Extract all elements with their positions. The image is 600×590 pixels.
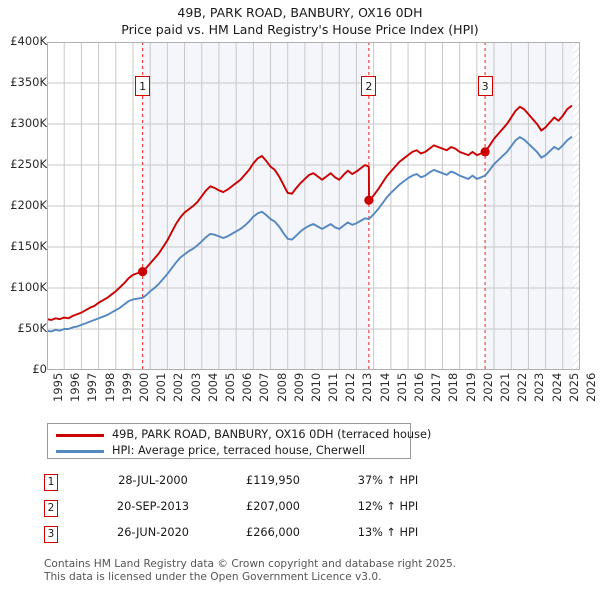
x-axis-tick-label: 2026 — [584, 372, 598, 402]
page-title: 49B, PARK ROAD, BANBURY, OX16 0DH — [177, 5, 423, 20]
x-axis-tick-label: 2015 — [394, 372, 409, 402]
footer-licence: This data is licensed under the Open Gov… — [44, 570, 382, 583]
x-axis-tick-label: 1995 — [51, 372, 65, 402]
legend-item-price-paid: 49B, PARK ROAD, BANBURY, OX16 0DH (terra… — [48, 426, 431, 444]
sale-point-markers — [137, 147, 490, 277]
row-index-badge: 3 — [44, 526, 58, 543]
x-axis-tick-label: 2025 — [566, 372, 581, 402]
sale-date: 20-SEP-2013 — [116, 500, 190, 513]
x-axis-tick-label: 2022 — [515, 372, 530, 402]
x-axis-tick-label: 2007 — [257, 372, 272, 402]
sale-price: £119,950 — [246, 474, 300, 487]
y-axis-tick-label: £200K — [10, 198, 47, 212]
x-axis-tick-label: 2002 — [171, 372, 186, 402]
x-axis-tick-label: 2009 — [291, 372, 306, 402]
x-axis-tick-label: 2001 — [154, 372, 169, 402]
sale-price: £207,000 — [246, 500, 300, 513]
x-axis-tick-label: 2011 — [326, 372, 341, 402]
x-axis-tick-label: 2003 — [188, 372, 203, 402]
x-axis-tick-label: 2021 — [498, 372, 513, 402]
x-axis-tick-label: 2004 — [205, 372, 220, 402]
x-axis-tick-label: 2023 — [532, 372, 547, 402]
legend-swatch-price-paid — [56, 434, 104, 437]
sale-point-marker[interactable] — [364, 195, 374, 205]
x-axis-tick-label: 1996 — [68, 372, 83, 402]
footer-attribution: Contains HM Land Registry data © Crown c… — [44, 558, 584, 583]
sale-date: 26-JUN-2020 — [117, 526, 189, 539]
x-axis-tick-label: 2020 — [480, 372, 495, 402]
x-axis-tick-label: 2010 — [308, 372, 323, 402]
legend-label-hpi: HPI: Average price, terraced house, Cher… — [112, 444, 365, 457]
sale-price: £266,000 — [246, 526, 300, 539]
hpi-delta: 12% ↑ HPI — [357, 500, 419, 513]
sale-flag[interactable]: 1 — [135, 76, 151, 96]
chart-legend: 49B, PARK ROAD, BANBURY, OX16 0DH (terra… — [47, 423, 431, 460]
legend-item-hpi: HPI: Average price, terraced house, Cher… — [48, 442, 410, 460]
table-row[interactable]: 1 28-JUL-2000 £119,950 37% ↑ HPI — [44, 472, 464, 498]
legend-swatch-hpi — [56, 450, 104, 453]
chart-svg — [47, 42, 580, 370]
transactions-table: 1 28-JUL-2000 £119,950 37% ↑ HPI 2 20-SE… — [44, 472, 464, 550]
footer-copyright: Contains HM Land Registry data © Crown c… — [44, 558, 457, 570]
y-axis-tick-label: £50K — [17, 321, 48, 335]
page-subtitle: Price paid vs. HM Land Registry's House … — [121, 22, 479, 37]
sale-marker-lines — [141, 42, 486, 370]
table-row[interactable]: 2 20-SEP-2013 £207,000 12% ↑ HPI — [44, 498, 464, 524]
hpi-delta: 13% ↑ HPI — [357, 526, 419, 539]
y-axis-tick-label: £0 — [32, 362, 47, 376]
sale-flag[interactable]: 3 — [477, 76, 493, 96]
x-axis-tick-label: 2012 — [343, 372, 358, 402]
x-axis-tick-label: 2006 — [240, 372, 255, 402]
x-axis-tick-label: 2017 — [429, 372, 444, 402]
sale-point-marker[interactable] — [480, 147, 490, 157]
y-axis-tick-label: £250K — [10, 157, 47, 171]
x-axis-tick-label: 2008 — [274, 372, 289, 402]
sale-date: 28-JUL-2000 — [118, 474, 188, 487]
x-axis-tick-label: 1999 — [119, 372, 134, 402]
hpi-delta: 37% ↑ HPI — [357, 474, 419, 487]
plot-border — [47, 42, 580, 370]
x-axis-tick-label: 2000 — [136, 372, 151, 402]
sale-point-marker[interactable] — [137, 267, 148, 277]
y-axis-tick-label: £150K — [10, 239, 47, 253]
x-axis-tick-label: 2014 — [377, 372, 392, 402]
chart-plot-area — [47, 42, 580, 370]
y-axis-tick-label: £300K — [10, 116, 47, 130]
x-axis-tick-label: 1998 — [102, 372, 117, 402]
y-axis-tick-label: £100K — [10, 280, 47, 294]
series-line — [47, 136, 573, 333]
row-index-badge: 2 — [44, 500, 58, 517]
y-axis-tick-label: £400K — [10, 34, 47, 48]
legend-label-price-paid: 49B, PARK ROAD, BANBURY, OX16 0DH (terra… — [112, 428, 432, 441]
x-axis-tick-label: 2016 — [412, 372, 427, 402]
x-axis-tick-label: 2018 — [446, 372, 461, 402]
x-axis-tick-label: 2005 — [222, 372, 237, 402]
table-row[interactable]: 3 26-JUN-2020 £266,000 13% ↑ HPI — [44, 524, 464, 550]
x-axis-tick-label: 2019 — [463, 372, 478, 402]
x-axis-tick-label: 2013 — [360, 372, 375, 402]
y-axis-tick-label: £350K — [10, 75, 47, 89]
x-axis-tick-label: 2024 — [549, 372, 564, 402]
row-index-badge: 1 — [44, 474, 58, 491]
x-axis-tick-label: 1997 — [85, 372, 100, 402]
sale-flag[interactable]: 2 — [361, 76, 377, 96]
chart-title-block: 49B, PARK ROAD, BANBURY, OX16 0DH Price … — [0, 5, 600, 38]
